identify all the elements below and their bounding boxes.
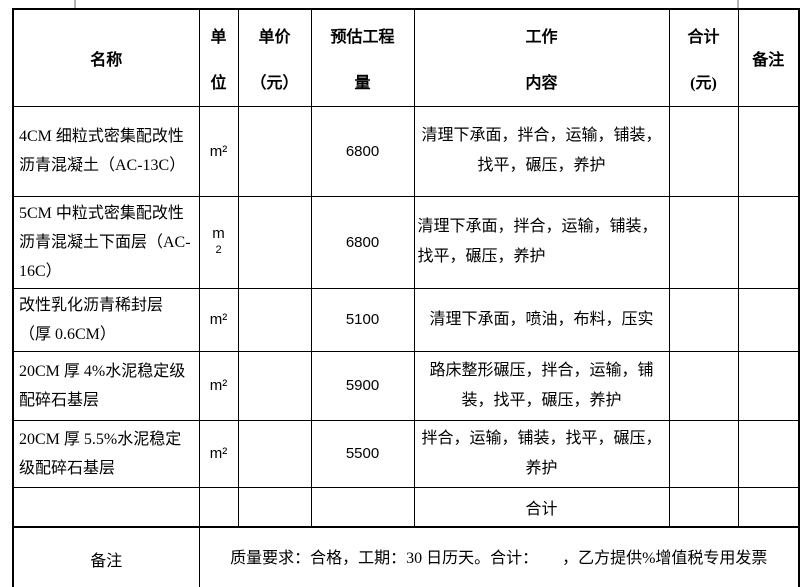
header-line: 内容 <box>525 75 558 92</box>
unit-text: m² <box>209 377 228 394</box>
work-content-cell: 清理下承面，拌合，运输，铺装，找平，碾压，养护 <box>413 195 670 289</box>
work-content-cell: 拌合，运输，铺装，找平，碾压，养护 <box>413 419 670 488</box>
header-lines: 单价 （元） <box>239 11 310 104</box>
unit-text: m² <box>209 142 228 160</box>
header-line: (元) <box>690 75 717 92</box>
header-line: 单 <box>210 28 227 46</box>
name-cell: 4CM 细粒式密集配改性沥青混凝土（AC-13C） <box>12 105 200 197</box>
name-cell: 5CM 中粒式密集配改性沥青混凝土下面层（AC-16C） <box>12 195 200 289</box>
ruler-tick <box>74 0 76 9</box>
header-lines: 预估工程量 <box>312 11 413 104</box>
header-line: （元） <box>250 75 299 92</box>
ruler-tick <box>737 0 739 9</box>
subtotal-label-cell: 合计 <box>413 486 670 528</box>
header-work: 工作 内容 <box>413 8 670 107</box>
subtotal-row: 合计 <box>12 486 800 528</box>
note-cell <box>737 105 800 197</box>
unit-text: m² <box>209 445 228 462</box>
total-cell <box>668 350 739 421</box>
header-line: 量 <box>354 75 371 92</box>
total-cell <box>668 287 739 352</box>
header-line: 名称 <box>90 51 123 69</box>
quantity-cell: 5900 <box>310 350 415 421</box>
name-cell: 20CM 厚 5.5%水泥稳定级配碎石基层 <box>12 419 200 488</box>
quotation-table: 名称单位单价 （元） 预估工程量工作 内容 合计 (元) 备注 4CM 细粒式密集配改性沥青… <box>12 8 800 587</box>
header-quantity: 预估工程量 <box>310 8 415 107</box>
header-unit: 单位 <box>198 8 239 107</box>
header-unit-price: 单价 （元） <box>237 8 312 107</box>
unit-price-cell <box>237 486 312 528</box>
unit-price-cell <box>237 195 312 289</box>
unit-price-cell <box>237 287 312 352</box>
total-cell <box>668 195 739 289</box>
header-line: 预估工程 <box>330 28 395 46</box>
header-line: 合计 <box>687 28 720 46</box>
work-content-cell: 清理下承面，喷油，布料，压实 <box>413 287 670 352</box>
quantity-cell: 5100 <box>310 287 415 352</box>
unit-price-cell <box>237 419 312 488</box>
quantity-cell <box>310 486 415 528</box>
table-row: 20CM 厚 4%水泥稳定级配碎石基层 m² 5900 路床整形碾压，拌合，运输，铺装… <box>12 350 800 421</box>
header-lines: 合计 (元) <box>670 11 737 104</box>
unit-text: m <box>212 225 225 242</box>
header-lines: 工作 内容 <box>415 11 668 104</box>
quantity-cell: 5500 <box>310 419 415 488</box>
total-cell <box>668 419 739 488</box>
header-line: 位 <box>210 75 227 92</box>
table-row: 4CM 细粒式密集配改性沥青混凝土（AC-13C） m² 6800 清理下承面，拌合，… <box>12 105 800 197</box>
unit-cell <box>198 486 239 528</box>
note-cell <box>737 287 800 352</box>
header-name: 名称 <box>12 8 200 107</box>
unit-text: m² <box>209 311 228 328</box>
table-header: 名称单位单价 （元） 预估工程量工作 内容 合计 (元) 备注 <box>12 8 800 107</box>
table-row: 改性乳化沥青稀封层（厚 0.6CM） m² 5100 清理下承面，喷油，布料，压实 <box>12 287 800 352</box>
header-line: 单价 <box>258 28 291 46</box>
table-row: 5CM 中粒式密集配改性沥青混凝土下面层（AC-16C） m 2 6800 清理下承面，… <box>12 195 800 289</box>
header-lines: 单位 <box>200 11 237 104</box>
quantity-cell: 6800 <box>310 195 415 289</box>
unit-text: 2 <box>215 244 222 256</box>
name-cell <box>12 486 200 528</box>
unit-price-cell <box>237 350 312 421</box>
note-cell <box>737 419 800 488</box>
total-cell <box>668 486 739 528</box>
table-body: 4CM 细粒式密集配改性沥青混凝土（AC-13C） m² 6800 清理下承面，拌合，… <box>12 105 800 587</box>
work-content-cell: 路床整形碾压，拌合，运输，铺装，找平，碾压，养护 <box>413 350 670 421</box>
note-cell <box>737 350 800 421</box>
unit-cell: m² <box>198 287 239 352</box>
name-cell: 改性乳化沥青稀封层（厚 0.6CM） <box>12 287 200 352</box>
table-row: 20CM 厚 5.5%水泥稳定级配碎石基层 m² 5500 拌合，运输，铺装，找平，碾… <box>12 419 800 488</box>
unit-price-cell <box>237 105 312 197</box>
header-lines: 备注 <box>739 11 798 104</box>
unit-cell: m² <box>198 105 239 197</box>
name-cell: 20CM 厚 4%水泥稳定级配碎石基层 <box>12 350 200 421</box>
note-cell <box>737 195 800 289</box>
unit-cell: m² <box>198 419 239 488</box>
quantity-cell: 6800 <box>310 105 415 197</box>
unit-cell: m² <box>198 350 239 421</box>
work-content-cell: 清理下承面，拌合，运输，铺装，找平，碾压，养护 <box>413 105 670 197</box>
header-lines: 名称 <box>14 11 198 104</box>
total-cell <box>668 105 739 197</box>
header-total: 合计 (元) <box>668 8 739 107</box>
remark-row: 备注 质量要求：合格，工期：30 日历天。合计： ，乙方提供%增值税专用发票 <box>12 526 800 587</box>
remark-label-cell: 备注 <box>12 526 200 587</box>
header-line: 工作 <box>525 28 558 46</box>
header-note: 备注 <box>737 8 800 107</box>
remark-content-cell: 质量要求：合格，工期：30 日历天。合计： ，乙方提供%增值税专用发票 <box>198 526 800 587</box>
header-row: 名称单位单价 （元） 预估工程量工作 内容 合计 (元) 备注 <box>12 8 800 107</box>
note-cell <box>737 486 800 528</box>
header-line: 备注 <box>752 51 785 69</box>
